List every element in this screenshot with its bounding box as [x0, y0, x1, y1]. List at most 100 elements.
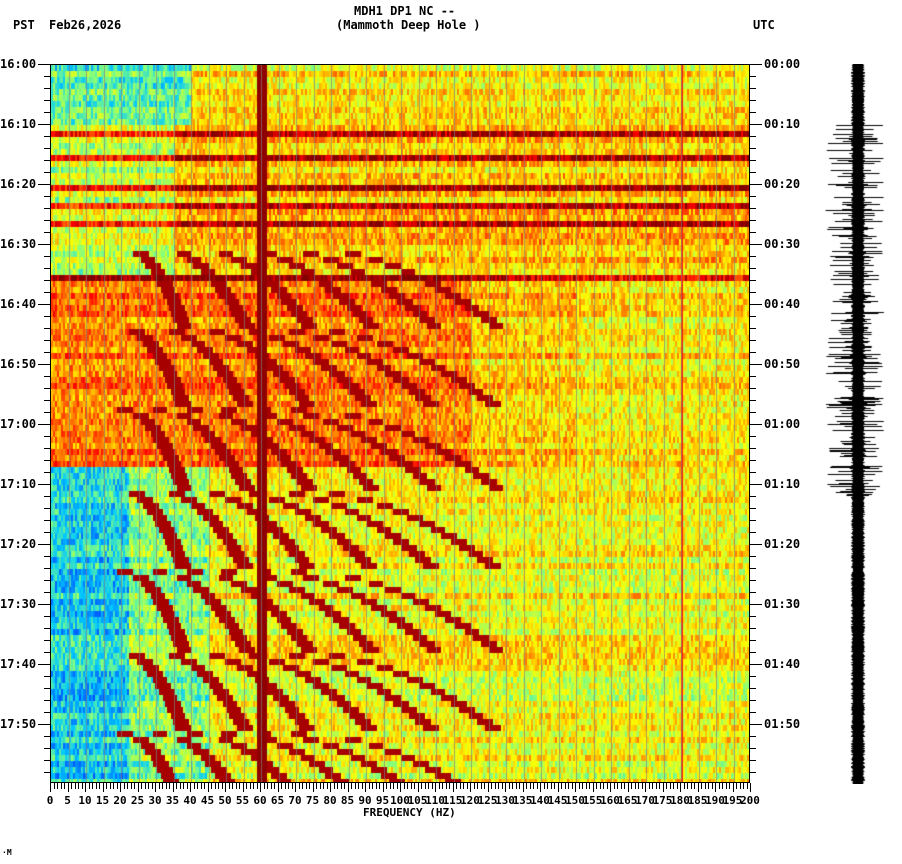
y-tick-label-left: 17:20 [0, 537, 37, 551]
x-tick [568, 783, 569, 789]
y-tick-label-left: 17:10 [0, 477, 37, 491]
x-tick-label: 185 [687, 794, 708, 807]
x-tick [176, 783, 177, 789]
y-tick-left [44, 280, 50, 281]
x-tick [116, 783, 118, 789]
x-tick [603, 783, 604, 789]
y-tick-left [44, 268, 50, 269]
x-tick [634, 783, 636, 789]
x-tick [515, 783, 517, 789]
x-tick [641, 783, 643, 789]
y-tick-left [38, 604, 50, 605]
y-tick-right [750, 220, 756, 221]
y-tick-left [44, 460, 50, 461]
y-tick-right [750, 664, 762, 665]
x-tick-label: 0 [46, 794, 54, 807]
y-tick-right [750, 448, 756, 449]
x-tick-label: 10 [78, 794, 92, 807]
title-line-1: MDH1 DP1 NC -- [354, 4, 456, 18]
y-tick-left [44, 616, 50, 617]
x-tick [200, 783, 202, 789]
x-tick [470, 783, 471, 792]
x-tick [88, 783, 90, 789]
x-tick [99, 783, 100, 789]
x-tick [512, 783, 513, 789]
x-tick [519, 783, 520, 789]
x-tick [169, 783, 170, 789]
x-tick [673, 783, 674, 789]
y-tick-left [44, 496, 50, 497]
x-tick [351, 783, 352, 789]
y-tick-left [44, 640, 50, 641]
x-tick [298, 783, 300, 789]
x-tick [697, 783, 699, 792]
x-tick [424, 783, 426, 789]
x-tick [739, 783, 741, 789]
x-tick [74, 783, 76, 789]
y-tick-right [750, 400, 756, 401]
x-tick [743, 783, 744, 789]
x-tick [330, 783, 331, 792]
y-tick-left [44, 412, 50, 413]
y-tick-left [44, 172, 50, 173]
y-tick-right [750, 484, 762, 485]
x-tick-label: 105 [407, 794, 428, 807]
x-tick [302, 783, 303, 789]
x-tick [624, 783, 625, 789]
y-tick-left [44, 352, 50, 353]
x-tick [379, 783, 380, 789]
x-tick [162, 783, 163, 789]
x-tick-label: 195 [722, 794, 743, 807]
x-tick [711, 783, 713, 789]
x-tick [204, 783, 205, 789]
y-tick-left [44, 328, 50, 329]
x-tick [575, 783, 576, 792]
x-tick [323, 783, 324, 789]
x-tick [127, 783, 128, 789]
x-tick [687, 783, 688, 789]
x-tick [533, 783, 534, 789]
y-tick-label-left: 16:30 [0, 237, 37, 251]
y-tick-right [750, 208, 756, 209]
y-tick-label-left: 17:50 [0, 717, 37, 731]
y-tick-left [38, 304, 50, 305]
y-tick-left [44, 700, 50, 701]
x-tick [190, 783, 191, 792]
y-tick-left [44, 388, 50, 389]
y-tick-right [750, 544, 762, 545]
x-tick [78, 783, 79, 789]
x-tick-label: 90 [358, 794, 372, 807]
y-tick-right [750, 724, 762, 725]
x-tick [659, 783, 660, 789]
x-tick-label: 70 [288, 794, 302, 807]
y-tick-label-right: 00:10 [764, 117, 801, 131]
x-tick [358, 783, 359, 789]
x-tick [631, 783, 632, 789]
y-tick-left [38, 64, 50, 65]
x-tick [260, 783, 261, 792]
x-tick [179, 783, 181, 789]
x-tick [445, 783, 447, 789]
x-tick [281, 783, 282, 789]
y-tick-right [750, 292, 756, 293]
y-tick-left [38, 544, 50, 545]
y-tick-left [44, 712, 50, 713]
x-tick [120, 783, 121, 792]
y-tick-label-right: 01:50 [764, 717, 801, 731]
x-tick [610, 783, 611, 792]
x-tick-label: 160 [600, 794, 620, 807]
y-tick-right [750, 748, 756, 749]
y-tick-left [38, 724, 50, 725]
x-tick [365, 783, 366, 792]
y-tick-left [38, 184, 50, 185]
x-tick [473, 783, 475, 789]
x-tick [386, 783, 387, 789]
x-tick-label: 45 [200, 794, 215, 807]
y-tick-label-right: 00:20 [764, 177, 801, 191]
footer-mark: ·M [2, 848, 12, 857]
x-tick [393, 783, 394, 789]
x-tick [309, 783, 310, 789]
x-tick-label: 80 [323, 794, 337, 807]
spectrogram-plot [50, 64, 750, 783]
y-tick-right [750, 232, 756, 233]
